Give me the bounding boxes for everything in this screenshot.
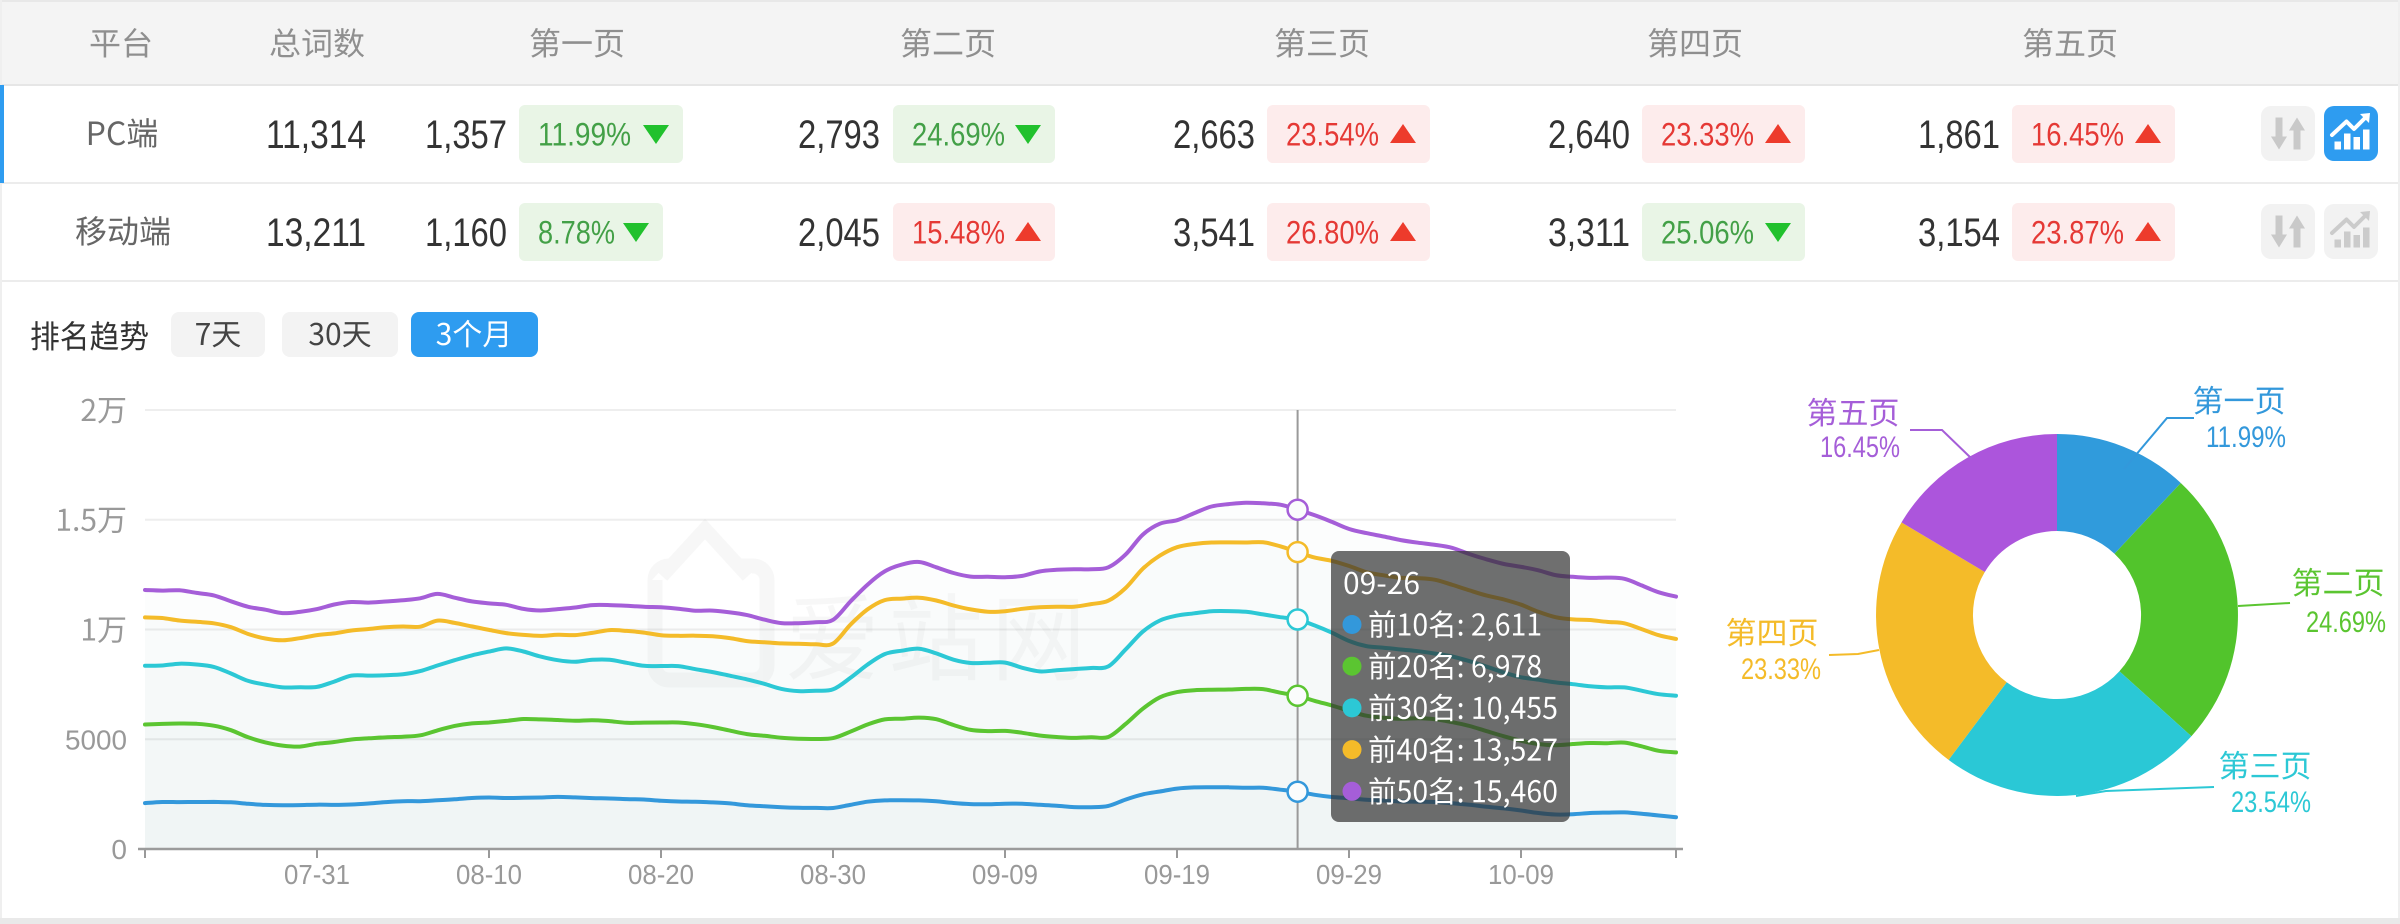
svg-text:2,793: 2,793	[798, 113, 880, 157]
svg-text:3,154: 3,154	[1918, 211, 2000, 255]
svg-text:23.54%: 23.54%	[2231, 786, 2311, 819]
svg-text:08-20: 08-20	[628, 859, 694, 890]
svg-text:2,640: 2,640	[1548, 113, 1630, 157]
svg-text:08-30: 08-30	[800, 859, 866, 890]
svg-text:1,357: 1,357	[425, 113, 507, 157]
svg-text:3,311: 3,311	[1548, 211, 1630, 255]
svg-text:23.87%: 23.87%	[2031, 215, 2124, 251]
svg-text:11.99%: 11.99%	[538, 117, 631, 153]
svg-text:09-09: 09-09	[972, 859, 1038, 890]
svg-text:11,314: 11,314	[266, 113, 366, 157]
svg-text:0: 0	[111, 834, 127, 865]
svg-text:09-29: 09-29	[1316, 859, 1382, 890]
svg-text:16.45%: 16.45%	[2031, 117, 2124, 153]
svg-text:10-09: 10-09	[1488, 859, 1554, 890]
svg-text:09-19: 09-19	[1144, 859, 1210, 890]
svg-text:15.48%: 15.48%	[912, 215, 1005, 251]
svg-text:11.99%: 11.99%	[2206, 421, 2286, 454]
svg-text:23.33%: 23.33%	[1661, 117, 1754, 153]
svg-text:13,211: 13,211	[266, 211, 366, 255]
svg-text:2,663: 2,663	[1173, 113, 1255, 157]
svg-text:3,541: 3,541	[1173, 211, 1255, 255]
svg-text:8.78%: 8.78%	[538, 215, 615, 251]
svg-text:24.69%: 24.69%	[912, 117, 1005, 153]
svg-text:26.80%: 26.80%	[1286, 215, 1379, 251]
svg-text:16.45%: 16.45%	[1820, 431, 1900, 464]
svg-text:07-31: 07-31	[284, 859, 350, 890]
svg-text:23.54%: 23.54%	[1286, 117, 1379, 153]
svg-text:1,861: 1,861	[1918, 113, 2000, 157]
svg-text:24.69%: 24.69%	[2306, 606, 2386, 639]
svg-text:5000: 5000	[65, 724, 127, 755]
svg-text:1,160: 1,160	[425, 211, 507, 255]
svg-text:23.33%: 23.33%	[1741, 653, 1821, 686]
svg-text:25.06%: 25.06%	[1661, 215, 1754, 251]
svg-text:2,045: 2,045	[798, 211, 880, 255]
svg-text:08-10: 08-10	[456, 859, 522, 890]
